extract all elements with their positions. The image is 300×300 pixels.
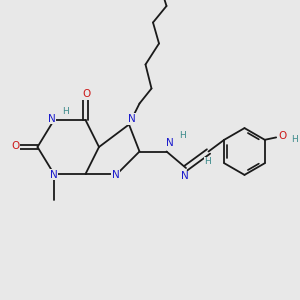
Text: N: N xyxy=(112,170,119,181)
Text: N: N xyxy=(50,169,57,180)
Text: H: H xyxy=(179,130,185,140)
Text: H: H xyxy=(291,135,298,144)
Text: N: N xyxy=(48,113,56,124)
Text: O: O xyxy=(11,141,19,152)
Text: N: N xyxy=(181,171,188,182)
Text: H: H xyxy=(62,107,68,116)
Text: H: H xyxy=(205,158,211,166)
Text: N: N xyxy=(166,137,173,148)
Text: O: O xyxy=(82,89,90,99)
Text: O: O xyxy=(279,131,287,141)
Text: N: N xyxy=(128,114,136,124)
